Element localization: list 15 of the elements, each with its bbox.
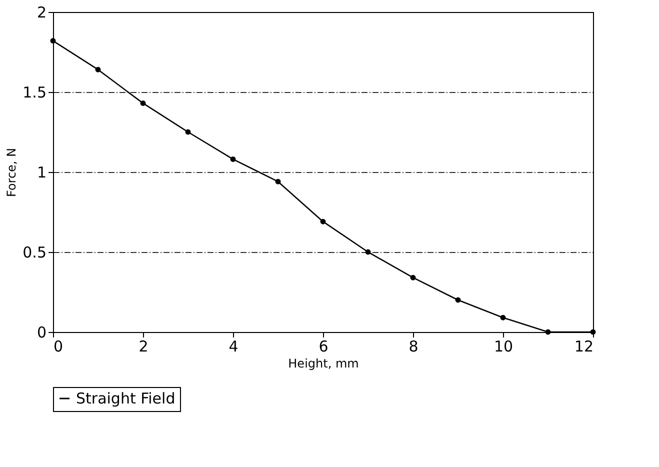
x-tick-label: 4 — [228, 338, 238, 356]
x-tick-label: 6 — [318, 338, 328, 356]
y-tick-label: 1 — [36, 164, 46, 182]
x-tick-label: 10 — [494, 338, 514, 356]
x-axis-title: Height, mm — [288, 356, 359, 370]
y-axis-title: Force, N — [4, 148, 19, 198]
x-tick-label: 2 — [138, 338, 148, 356]
y-tick-label: 2 — [36, 4, 46, 22]
legend-label: Straight Field — [76, 390, 176, 408]
x-tick-label: 8 — [408, 338, 418, 356]
y-tick-label: 0.5 — [22, 244, 46, 262]
x-tick-label: 0 — [54, 338, 64, 356]
y-tick-label: 1.5 — [22, 84, 46, 102]
y-tick-label: 0 — [36, 324, 46, 342]
x-tick-label: 12 — [574, 338, 594, 356]
